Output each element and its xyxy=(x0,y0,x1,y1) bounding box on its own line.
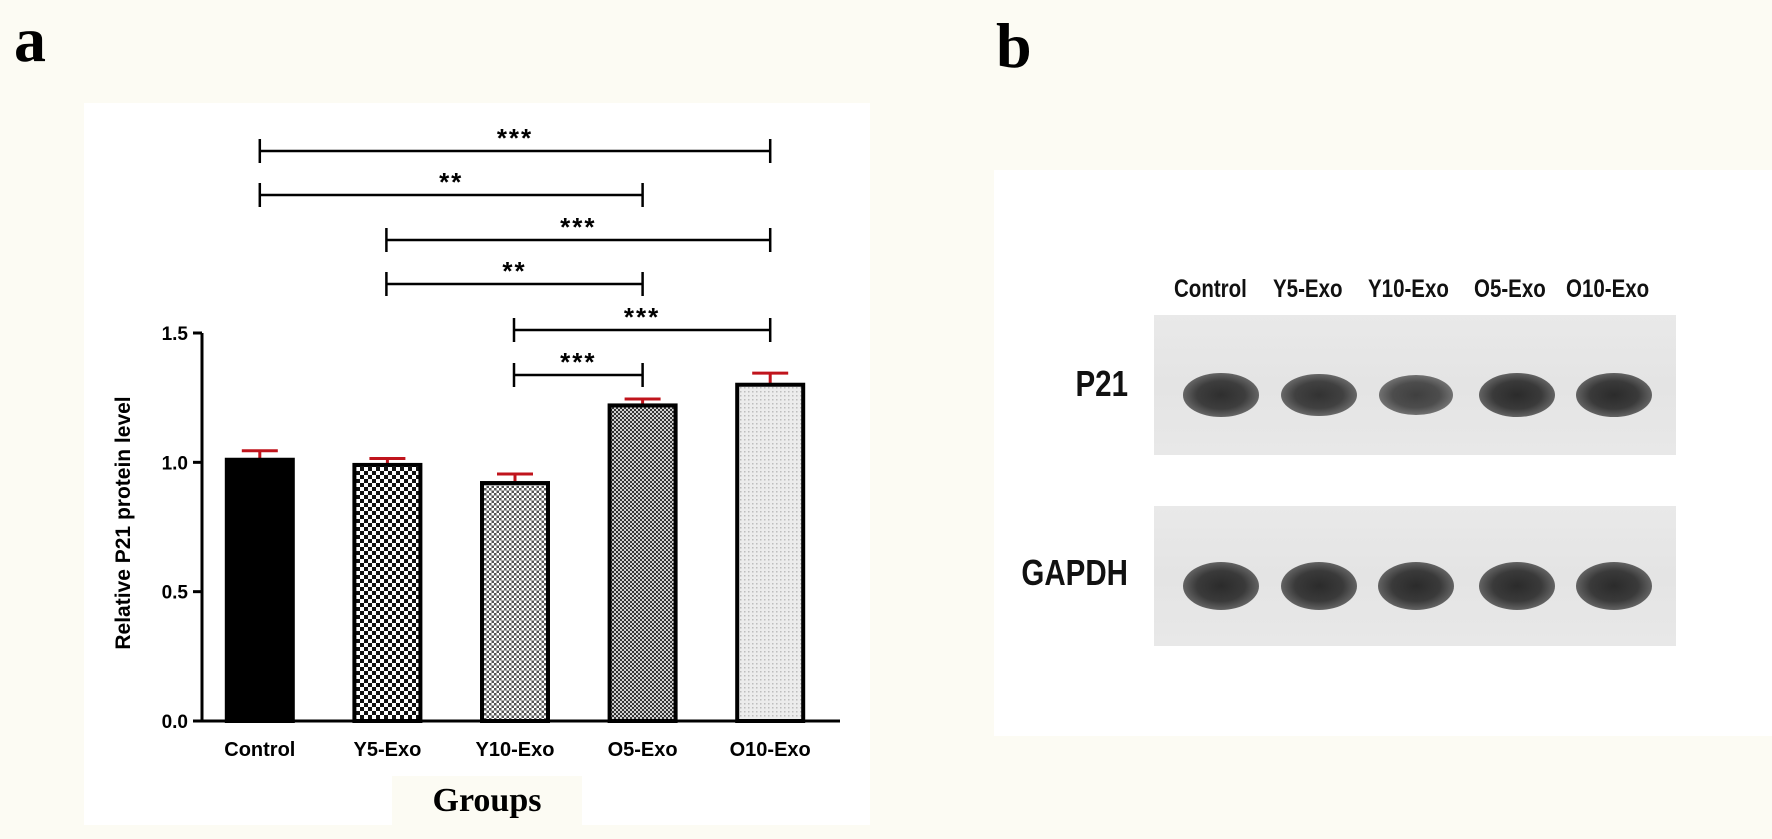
blot-strip-p21 xyxy=(1154,315,1676,455)
bar-o5-exo xyxy=(607,403,678,723)
bar-chart-panel: *** ** *** ** *** *** 0.0 0.5 1.0 1.5 Relative P2… xyxy=(84,103,870,825)
significance-stars: *** xyxy=(560,212,596,242)
y-tick-label: 0.0 xyxy=(162,712,188,733)
significance-stars: ** xyxy=(439,167,463,197)
protein-label-gapdh: GAPDH xyxy=(1021,552,1128,593)
blot-band xyxy=(1479,562,1555,610)
x-tick-label: Y5-Exo xyxy=(353,739,421,761)
blot-band xyxy=(1378,374,1454,416)
blot-band xyxy=(1183,562,1259,610)
blot-band xyxy=(1281,562,1357,610)
lane-label: Control xyxy=(1174,275,1247,303)
x-tick-label: Y10-Exo xyxy=(476,739,555,761)
bar-control xyxy=(224,457,295,723)
western-blot-panel: Control Y5-Exo Y10-Exo O5-Exo O10-Exo P21 GA… xyxy=(994,170,1772,736)
significance-brackets: **************** xyxy=(258,123,772,387)
protein-label-p21: P21 xyxy=(1075,363,1128,404)
significance-stars: *** xyxy=(560,347,596,377)
lane-label: O5-Exo xyxy=(1474,275,1546,303)
x-tick-label: O10-Exo xyxy=(730,739,811,761)
significance-stars: *** xyxy=(624,302,660,332)
blot-band xyxy=(1281,373,1357,417)
x-axis-title-box: Groups xyxy=(392,776,582,826)
bar-o10-exo xyxy=(735,382,806,723)
x-axis-title: Groups xyxy=(432,782,542,819)
blot-band xyxy=(1576,373,1652,417)
y-axis-title: Relative P21 protein level xyxy=(112,396,135,649)
lane-label: Y5-Exo xyxy=(1273,275,1343,303)
blot-band xyxy=(1576,562,1652,610)
x-tick-label: O5-Exo xyxy=(608,739,678,761)
blot-band xyxy=(1378,562,1454,610)
blot-strip-gapdh xyxy=(1154,506,1676,646)
panel-letter-a: a xyxy=(14,4,46,75)
y-tick-label: 1.5 xyxy=(162,324,189,345)
bar-y5-exo xyxy=(352,462,423,723)
lane-label: O10-Exo xyxy=(1566,275,1650,303)
x-tick-label: Control xyxy=(224,739,295,761)
y-tick-label: 0.5 xyxy=(162,583,189,604)
bar-y10-exo xyxy=(480,481,550,723)
blot-band xyxy=(1479,373,1555,417)
lane-label: Y10-Exo xyxy=(1368,275,1449,303)
panel-letter-b: b xyxy=(996,10,1032,81)
blot-band xyxy=(1183,373,1259,417)
axis-labels: 0.0 0.5 1.0 1.5 Relative P21 protein level Co… xyxy=(112,324,811,761)
significance-stars: *** xyxy=(497,123,533,153)
bars xyxy=(224,371,806,723)
significance-stars: ** xyxy=(502,256,526,286)
y-tick-label: 1.0 xyxy=(162,453,188,474)
